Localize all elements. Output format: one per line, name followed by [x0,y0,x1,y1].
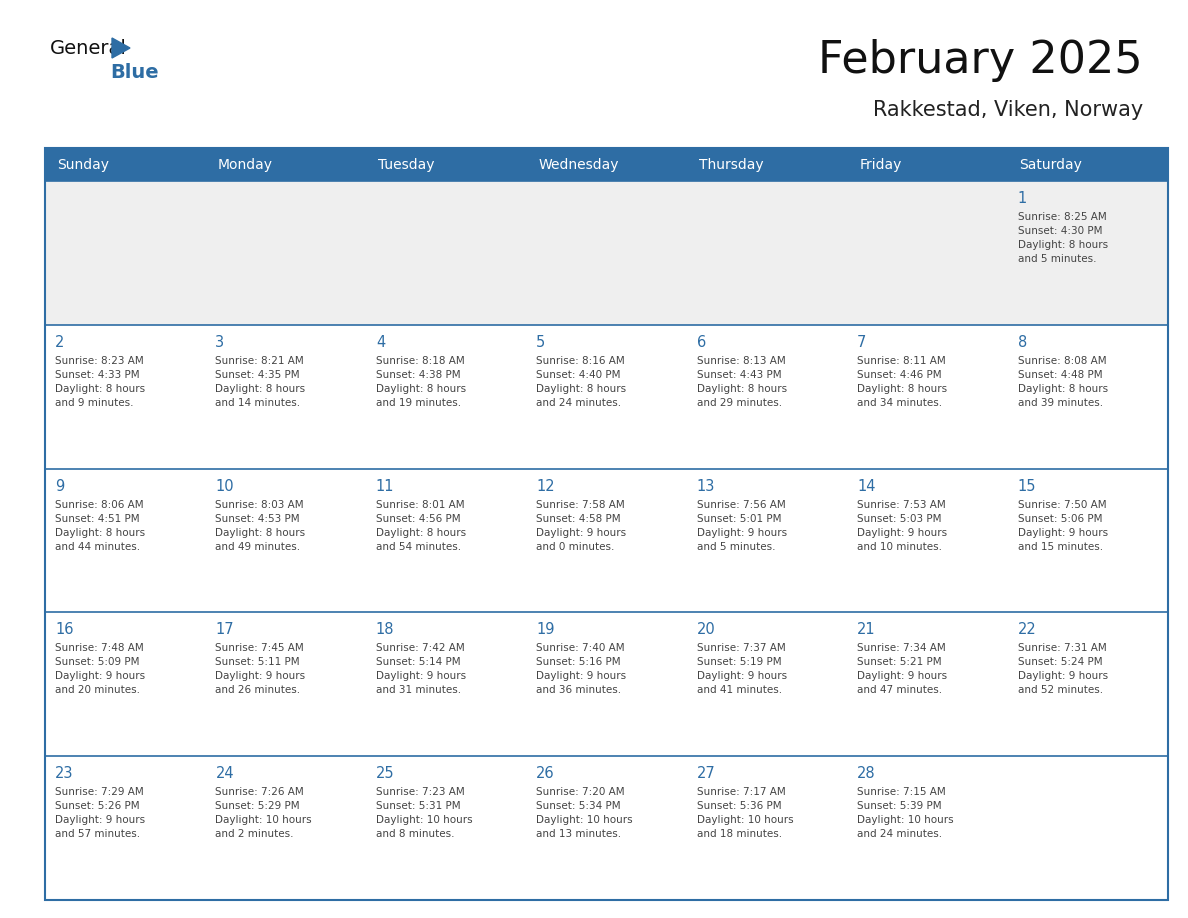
Text: Tuesday: Tuesday [378,158,435,172]
Text: Sunrise: 7:50 AM
Sunset: 5:06 PM
Daylight: 9 hours
and 15 minutes.: Sunrise: 7:50 AM Sunset: 5:06 PM Dayligh… [1018,499,1107,552]
Text: 15: 15 [1018,478,1036,494]
Text: Sunrise: 7:56 AM
Sunset: 5:01 PM
Daylight: 9 hours
and 5 minutes.: Sunrise: 7:56 AM Sunset: 5:01 PM Dayligh… [696,499,786,552]
Text: Monday: Monday [217,158,272,172]
Text: Sunrise: 8:23 AM
Sunset: 4:33 PM
Daylight: 8 hours
and 9 minutes.: Sunrise: 8:23 AM Sunset: 4:33 PM Dayligh… [55,356,145,408]
Text: 2: 2 [55,335,64,350]
Text: 10: 10 [215,478,234,494]
Text: Sunrise: 8:25 AM
Sunset: 4:30 PM
Daylight: 8 hours
and 5 minutes.: Sunrise: 8:25 AM Sunset: 4:30 PM Dayligh… [1018,212,1107,264]
Text: Sunrise: 7:34 AM
Sunset: 5:21 PM
Daylight: 9 hours
and 47 minutes.: Sunrise: 7:34 AM Sunset: 5:21 PM Dayligh… [858,644,947,696]
Text: Sunrise: 7:40 AM
Sunset: 5:16 PM
Daylight: 9 hours
and 36 minutes.: Sunrise: 7:40 AM Sunset: 5:16 PM Dayligh… [536,644,626,696]
Text: Sunrise: 7:37 AM
Sunset: 5:19 PM
Daylight: 9 hours
and 41 minutes.: Sunrise: 7:37 AM Sunset: 5:19 PM Dayligh… [696,644,786,696]
Bar [45,148,1168,181]
Text: Sunrise: 8:11 AM
Sunset: 4:46 PM
Daylight: 8 hours
and 34 minutes.: Sunrise: 8:11 AM Sunset: 4:46 PM Dayligh… [858,356,947,408]
Text: Sunrise: 7:15 AM
Sunset: 5:39 PM
Daylight: 10 hours
and 24 minutes.: Sunrise: 7:15 AM Sunset: 5:39 PM Dayligh… [858,788,954,839]
Text: Sunrise: 7:20 AM
Sunset: 5:34 PM
Daylight: 10 hours
and 13 minutes.: Sunrise: 7:20 AM Sunset: 5:34 PM Dayligh… [536,788,633,839]
Text: Sunrise: 8:03 AM
Sunset: 4:53 PM
Daylight: 8 hours
and 49 minutes.: Sunrise: 8:03 AM Sunset: 4:53 PM Dayligh… [215,499,305,552]
Text: Sunrise: 7:45 AM
Sunset: 5:11 PM
Daylight: 9 hours
and 26 minutes.: Sunrise: 7:45 AM Sunset: 5:11 PM Dayligh… [215,644,305,696]
Text: Thursday: Thursday [699,158,764,172]
Text: 6: 6 [696,335,706,350]
Bar [45,325,1168,468]
Text: Wednesday: Wednesday [538,158,619,172]
Text: 27: 27 [696,767,715,781]
Text: 4: 4 [375,335,385,350]
Text: Saturday: Saturday [1019,158,1082,172]
Bar [45,612,1168,756]
Text: 28: 28 [858,767,876,781]
Text: 22: 22 [1018,622,1036,637]
Text: 14: 14 [858,478,876,494]
Text: 1: 1 [1018,191,1026,206]
Text: Sunrise: 8:16 AM
Sunset: 4:40 PM
Daylight: 8 hours
and 24 minutes.: Sunrise: 8:16 AM Sunset: 4:40 PM Dayligh… [536,356,626,408]
Text: 25: 25 [375,767,394,781]
Text: 18: 18 [375,622,394,637]
Text: 24: 24 [215,767,234,781]
Bar [45,756,1168,900]
Text: Sunday: Sunday [57,158,109,172]
Text: Sunrise: 7:31 AM
Sunset: 5:24 PM
Daylight: 9 hours
and 52 minutes.: Sunrise: 7:31 AM Sunset: 5:24 PM Dayligh… [1018,644,1107,696]
Text: 7: 7 [858,335,866,350]
Text: Sunrise: 7:29 AM
Sunset: 5:26 PM
Daylight: 9 hours
and 57 minutes.: Sunrise: 7:29 AM Sunset: 5:26 PM Dayligh… [55,788,145,839]
Text: Sunrise: 7:42 AM
Sunset: 5:14 PM
Daylight: 9 hours
and 31 minutes.: Sunrise: 7:42 AM Sunset: 5:14 PM Dayligh… [375,644,466,696]
Bar [45,181,1168,325]
Text: Sunrise: 7:48 AM
Sunset: 5:09 PM
Daylight: 9 hours
and 20 minutes.: Sunrise: 7:48 AM Sunset: 5:09 PM Dayligh… [55,644,145,696]
Text: 21: 21 [858,622,876,637]
Bar [45,468,1168,612]
Text: February 2025: February 2025 [819,39,1143,82]
Text: 5: 5 [536,335,545,350]
Bar [45,148,1168,900]
Text: 26: 26 [536,767,555,781]
Text: 19: 19 [536,622,555,637]
Text: Sunrise: 7:26 AM
Sunset: 5:29 PM
Daylight: 10 hours
and 2 minutes.: Sunrise: 7:26 AM Sunset: 5:29 PM Dayligh… [215,788,312,839]
Text: 9: 9 [55,478,64,494]
Text: Sunrise: 7:53 AM
Sunset: 5:03 PM
Daylight: 9 hours
and 10 minutes.: Sunrise: 7:53 AM Sunset: 5:03 PM Dayligh… [858,499,947,552]
Text: Sunrise: 7:17 AM
Sunset: 5:36 PM
Daylight: 10 hours
and 18 minutes.: Sunrise: 7:17 AM Sunset: 5:36 PM Dayligh… [696,788,794,839]
Text: General: General [50,39,127,58]
Text: Sunrise: 8:01 AM
Sunset: 4:56 PM
Daylight: 8 hours
and 54 minutes.: Sunrise: 8:01 AM Sunset: 4:56 PM Dayligh… [375,499,466,552]
Text: Sunrise: 7:58 AM
Sunset: 4:58 PM
Daylight: 9 hours
and 0 minutes.: Sunrise: 7:58 AM Sunset: 4:58 PM Dayligh… [536,499,626,552]
Text: Rakkestad, Viken, Norway: Rakkestad, Viken, Norway [873,100,1143,120]
Text: 8: 8 [1018,335,1026,350]
Text: 13: 13 [696,478,715,494]
Text: 12: 12 [536,478,555,494]
Text: 17: 17 [215,622,234,637]
Text: Sunrise: 8:13 AM
Sunset: 4:43 PM
Daylight: 8 hours
and 29 minutes.: Sunrise: 8:13 AM Sunset: 4:43 PM Dayligh… [696,356,786,408]
Text: Sunrise: 8:08 AM
Sunset: 4:48 PM
Daylight: 8 hours
and 39 minutes.: Sunrise: 8:08 AM Sunset: 4:48 PM Dayligh… [1018,356,1107,408]
Text: Sunrise: 7:23 AM
Sunset: 5:31 PM
Daylight: 10 hours
and 8 minutes.: Sunrise: 7:23 AM Sunset: 5:31 PM Dayligh… [375,788,473,839]
Text: 11: 11 [375,478,394,494]
Text: Friday: Friday [859,158,902,172]
Text: 23: 23 [55,767,74,781]
Text: Sunrise: 8:18 AM
Sunset: 4:38 PM
Daylight: 8 hours
and 19 minutes.: Sunrise: 8:18 AM Sunset: 4:38 PM Dayligh… [375,356,466,408]
Polygon shape [112,38,129,58]
Text: Sunrise: 8:21 AM
Sunset: 4:35 PM
Daylight: 8 hours
and 14 minutes.: Sunrise: 8:21 AM Sunset: 4:35 PM Dayligh… [215,356,305,408]
Text: 20: 20 [696,622,715,637]
Text: 3: 3 [215,335,225,350]
Text: 16: 16 [55,622,74,637]
Text: Sunrise: 8:06 AM
Sunset: 4:51 PM
Daylight: 8 hours
and 44 minutes.: Sunrise: 8:06 AM Sunset: 4:51 PM Dayligh… [55,499,145,552]
Text: Blue: Blue [110,62,159,82]
